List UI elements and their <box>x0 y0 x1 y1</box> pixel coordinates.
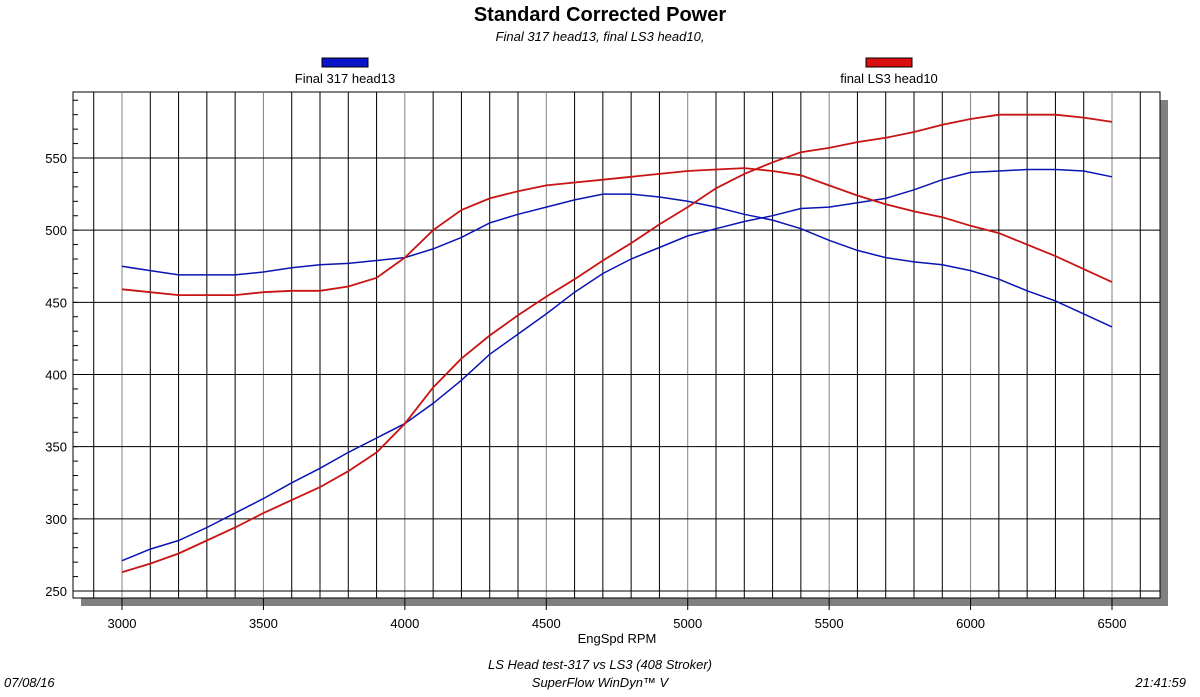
x-tick-label: 4000 <box>390 616 419 631</box>
chart-title: Standard Corrected Power <box>474 4 727 26</box>
legend-swatch-red <box>865 57 913 68</box>
x-axis-label: EngSpd RPM <box>578 631 657 646</box>
y-tick-label: 550 <box>45 151 67 166</box>
y-tick-label: 450 <box>45 295 67 310</box>
plot-area <box>72 91 1161 599</box>
footer-time: 21:41:59 <box>1134 675 1186 690</box>
y-tick-label: 400 <box>45 368 67 383</box>
y-tick-label: 350 <box>45 440 67 455</box>
x-tick-label: 6000 <box>956 616 985 631</box>
x-tick-label: 3000 <box>108 616 137 631</box>
y-tick-label: 250 <box>45 584 67 599</box>
y-tick-label: 500 <box>45 223 67 238</box>
series-line-red-rising <box>121 113 1113 574</box>
legend-label-red: final LS3 head10 <box>840 71 938 86</box>
legend-swatch-blue <box>321 57 369 68</box>
legend-label-blue: Final 317 head13 <box>295 71 395 86</box>
x-tick-label: 6500 <box>1098 616 1127 631</box>
chart-subtitle: Final 317 head13, final LS3 head10, <box>496 29 705 44</box>
series-line-blue-rising <box>121 168 1113 562</box>
y-tick-label: 300 <box>45 512 67 527</box>
series-line-blue-falling <box>121 193 1113 328</box>
footer-date: 07/08/16 <box>4 675 55 690</box>
footer-software: SuperFlow WinDyn™ V <box>532 675 670 690</box>
x-tick-label: 5500 <box>815 616 844 631</box>
x-tick-label: 4500 <box>532 616 561 631</box>
x-tick-label: 3500 <box>249 616 278 631</box>
footer-test-name: LS Head test-317 vs LS3 (408 Stroker) <box>488 657 712 672</box>
series-line-red-falling <box>121 167 1113 297</box>
x-tick-label: 5000 <box>673 616 702 631</box>
